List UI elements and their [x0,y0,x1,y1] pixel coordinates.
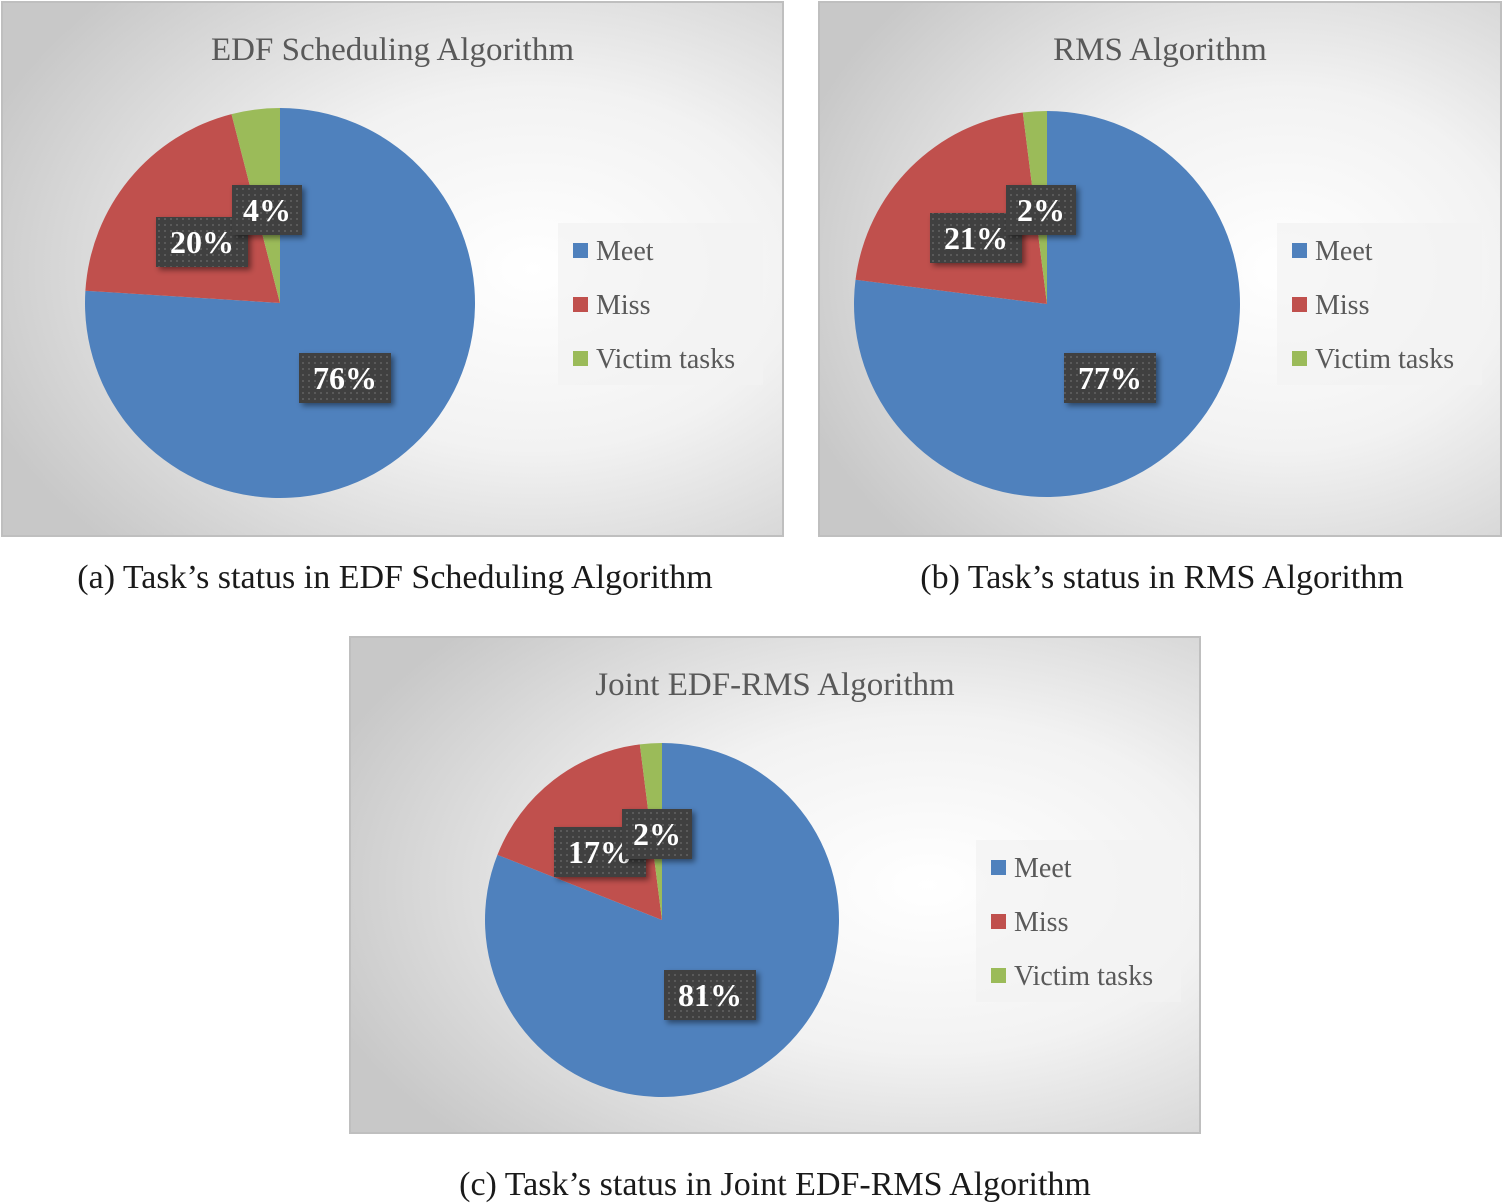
legend-entry: Miss [1315,290,1369,321]
legend: Meet Miss Victim tasks [976,840,1181,1002]
data-label-text: 4% [243,192,291,228]
pie-chart-3: Joint EDF-RMS Algorithm 81% 17% 2% Meet Miss V… [349,636,1201,1134]
legend-swatch [573,243,588,258]
data-label-text: 2% [1017,192,1065,228]
data-label-text: 21% [944,220,1008,256]
legend-swatch [573,297,588,312]
pie-chart-1: EDF Scheduling Algorithm 76% 20%4% Meet Miss… [1,1,784,537]
legend: Meet Miss Victim tasks [558,223,763,385]
chart-title: Joint EDF-RMS Algorithm [595,667,955,703]
legend-box [1277,223,1482,385]
data-label-box [232,185,302,235]
chart-title: EDF Scheduling Algorithm [211,32,574,68]
legend-entry: Miss [1014,907,1068,938]
legend-entry: Miss [596,290,650,321]
data-label-box [622,809,692,859]
pie-chart-2: RMS Algorithm 77% 21%2% Meet Miss Victim task… [818,1,1502,537]
data-label-box [664,970,756,1020]
data-label: 76% [299,353,391,403]
data-label-text: 17% [568,834,632,870]
legend-entry: Meet [1014,853,1072,884]
data-label-text: 2% [633,816,681,852]
data-label: 2% [1006,185,1076,235]
data-label-text: 77% [1078,360,1142,396]
data-label: 77% [1064,353,1156,403]
data-label-text: 76% [313,360,377,396]
legend-entry: Meet [1315,236,1373,267]
figure-caption: (a) Task’s status in EDF Scheduling Algo… [77,559,712,596]
legend-swatch [1292,297,1307,312]
data-label: 2% [622,809,692,859]
legend-swatch [1292,351,1307,366]
data-label: 4% [232,185,302,235]
chart-title: RMS Algorithm [1053,32,1267,68]
legend-entry: Meet [596,236,654,267]
legend-swatch [991,914,1006,929]
figure-caption: (b) Task’s status in RMS Algorithm [920,559,1403,596]
data-label-box [1006,185,1076,235]
legend-box [558,223,763,385]
legend-entry: Victim tasks [1014,961,1153,992]
legend-swatch [1292,243,1307,258]
data-label-box [1064,353,1156,403]
legend-swatch [991,968,1006,983]
data-label-box [299,353,391,403]
legend-box [976,840,1181,1002]
legend-entry: Victim tasks [1315,344,1454,375]
legend-entry: Victim tasks [596,344,735,375]
legend-swatch [573,351,588,366]
legend: Meet Miss Victim tasks [1277,223,1482,385]
data-label-text: 81% [678,977,742,1013]
data-label-text: 20% [170,224,234,260]
legend-swatch [991,860,1006,875]
data-label: 81% [664,970,756,1020]
figure-caption: (c) Task’s status in Joint EDF-RMS Algor… [459,1166,1091,1203]
